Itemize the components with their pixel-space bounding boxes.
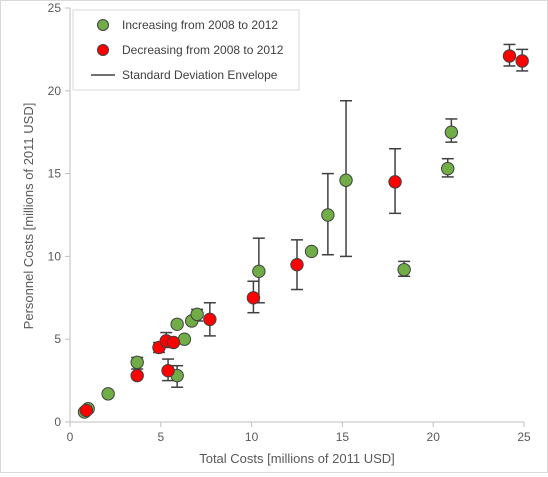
point-decreasing xyxy=(515,54,529,68)
legend-label-envelope: Standard Deviation Envelope xyxy=(122,68,278,82)
legend-label-decreasing: Decreasing from 2008 to 2012 xyxy=(122,43,284,57)
point-decreasing xyxy=(502,49,517,63)
point-decreasing xyxy=(166,335,181,350)
point-decreasing xyxy=(246,291,261,305)
x-tick-label: 10 xyxy=(245,430,259,444)
point-increasing xyxy=(252,264,266,279)
point-increasing xyxy=(397,262,411,277)
x-tick-label: 0 xyxy=(67,430,74,444)
y-tick-label: 15 xyxy=(48,167,62,181)
point-decreasing xyxy=(290,257,304,272)
data-points xyxy=(77,49,529,419)
x-tick-label: 15 xyxy=(336,430,350,444)
x-tick-label: 25 xyxy=(517,430,531,444)
point-increasing xyxy=(444,125,459,139)
point-increasing xyxy=(321,208,335,222)
point-increasing xyxy=(190,307,204,322)
legend-label-increasing: Increasing from 2008 to 2012 xyxy=(122,18,278,32)
point-increasing xyxy=(170,317,184,331)
legend-box xyxy=(72,9,300,91)
axes: 0 5 10 15 20 25 0 5 10 15 20 25 xyxy=(48,1,531,444)
legend-marker-decreasing xyxy=(97,44,109,56)
point-increasing xyxy=(101,387,115,401)
y-axis-label: Personnel Costs [millions of 2011 USD] xyxy=(21,103,36,330)
point-decreasing xyxy=(203,312,217,327)
y-tick-label: 25 xyxy=(48,1,62,15)
point-increasing xyxy=(339,173,353,187)
legend-marker-increasing xyxy=(97,19,109,31)
point-decreasing xyxy=(79,403,94,418)
point-increasing xyxy=(130,355,144,370)
x-axis-label: Total Costs [millions of 2011 USD] xyxy=(199,451,395,466)
y-tick-label: 10 xyxy=(48,249,62,263)
y-tick-label: 0 xyxy=(54,415,61,429)
legend: Increasing from 2008 to 2012 Decreasing … xyxy=(72,9,300,91)
y-tick-label: 20 xyxy=(48,84,62,98)
point-decreasing xyxy=(130,368,144,383)
x-tick-label: 5 xyxy=(157,430,164,444)
x-tick-label: 20 xyxy=(427,430,441,444)
point-decreasing xyxy=(388,175,402,189)
point-decreasing xyxy=(161,363,175,378)
point-increasing xyxy=(304,244,319,259)
y-tick-label: 5 xyxy=(54,332,61,346)
point-increasing xyxy=(441,161,455,176)
